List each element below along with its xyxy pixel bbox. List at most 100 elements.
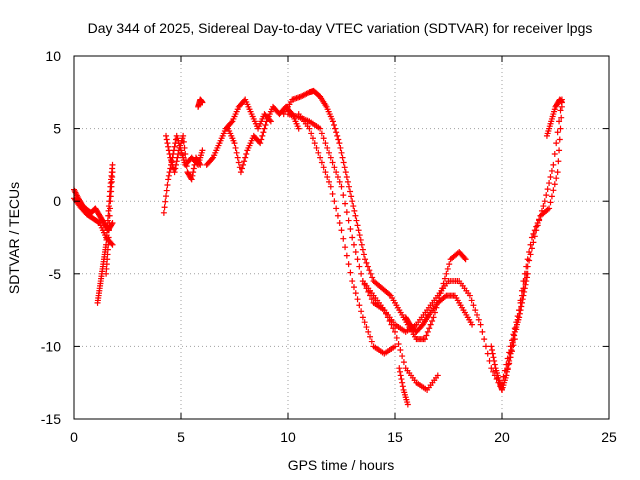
- data-point: [536, 216, 543, 223]
- data-point: [522, 281, 529, 288]
- data-point: [352, 212, 359, 219]
- data-point: [363, 259, 370, 266]
- data-point: [327, 183, 334, 190]
- data-point: [500, 373, 507, 380]
- data-point: [510, 331, 517, 338]
- data-point: [333, 169, 340, 176]
- data-point: [557, 107, 564, 114]
- data-point: [397, 347, 404, 354]
- data-point: [241, 158, 248, 165]
- data-point: [180, 138, 187, 145]
- data-point: [359, 246, 366, 253]
- data-point: [555, 158, 562, 165]
- data-point: [426, 325, 433, 332]
- data-point: [238, 165, 245, 172]
- data-point: [331, 198, 338, 205]
- data-point: [393, 334, 400, 341]
- data-point: [108, 240, 115, 247]
- data-point: [558, 114, 565, 121]
- data-point: [164, 181, 171, 188]
- data-point: [160, 209, 167, 216]
- data-point: [188, 176, 195, 183]
- data-point: [472, 307, 479, 314]
- data-point: [161, 204, 168, 211]
- data-point: [511, 336, 518, 343]
- series-sat-m: [359, 278, 441, 393]
- data-point: [166, 151, 173, 158]
- data-point: [357, 236, 364, 243]
- data-point: [399, 353, 406, 360]
- data-point: [329, 190, 336, 197]
- data-point: [347, 269, 354, 276]
- data-point: [191, 161, 198, 168]
- data-point: [469, 321, 476, 328]
- x-tick-label: 0: [70, 429, 78, 445]
- data-point: [352, 290, 359, 297]
- data-point: [390, 325, 397, 332]
- x-tick-label: 10: [280, 429, 296, 445]
- data-point: [517, 297, 524, 304]
- data-point: [197, 161, 204, 168]
- data-point: [352, 249, 359, 256]
- series-sat-n: [396, 365, 411, 408]
- data-point: [501, 367, 508, 374]
- data-point: [199, 99, 206, 106]
- data-point: [381, 307, 388, 314]
- data-point: [234, 154, 241, 161]
- data-point: [488, 343, 495, 350]
- data-point: [243, 151, 250, 158]
- data-point: [182, 157, 189, 164]
- data-point: [386, 317, 393, 324]
- data-point: [106, 219, 113, 226]
- data-point: [349, 234, 356, 241]
- data-point: [257, 140, 264, 147]
- data-point: [365, 328, 372, 335]
- data-point: [259, 132, 266, 139]
- data-point: [262, 121, 269, 128]
- x-tick-label: 15: [387, 429, 403, 445]
- data-point: [345, 183, 352, 190]
- y-tick-label: 5: [53, 121, 61, 137]
- data-point: [189, 172, 196, 179]
- data-point: [232, 144, 239, 151]
- data-point: [327, 154, 334, 161]
- data-point: [322, 140, 329, 147]
- data-point: [347, 226, 354, 233]
- data-point: [491, 357, 498, 364]
- data-point: [523, 274, 530, 281]
- data-point: [466, 292, 473, 299]
- data-point: [528, 245, 535, 252]
- data-point: [174, 154, 181, 161]
- data-point: [261, 125, 268, 132]
- data-point: [527, 241, 534, 248]
- data-point: [340, 192, 347, 199]
- data-point: [444, 265, 451, 272]
- data-point: [322, 169, 329, 176]
- data-point: [368, 296, 375, 303]
- data-point: [397, 372, 404, 379]
- data-point: [468, 297, 475, 304]
- data-point: [340, 159, 347, 166]
- data-point: [105, 234, 112, 241]
- data-point: [351, 207, 358, 214]
- data-point: [355, 227, 362, 234]
- data-point: [332, 125, 339, 132]
- data-point: [242, 154, 249, 161]
- data-point: [181, 144, 188, 151]
- data-point: [196, 160, 203, 167]
- data-point: [317, 125, 324, 132]
- data-point: [361, 319, 368, 326]
- data-point: [490, 354, 497, 361]
- data-point: [556, 136, 563, 143]
- data-point: [546, 180, 553, 187]
- data-point: [506, 360, 513, 367]
- data-point: [349, 278, 356, 285]
- data-point: [343, 174, 350, 180]
- data-point: [557, 125, 564, 132]
- y-tick-label: 10: [45, 48, 61, 64]
- data-point: [105, 241, 112, 248]
- data-point: [163, 187, 170, 194]
- data-point: [554, 169, 561, 176]
- data-point: [396, 365, 403, 372]
- data-point: [233, 149, 240, 156]
